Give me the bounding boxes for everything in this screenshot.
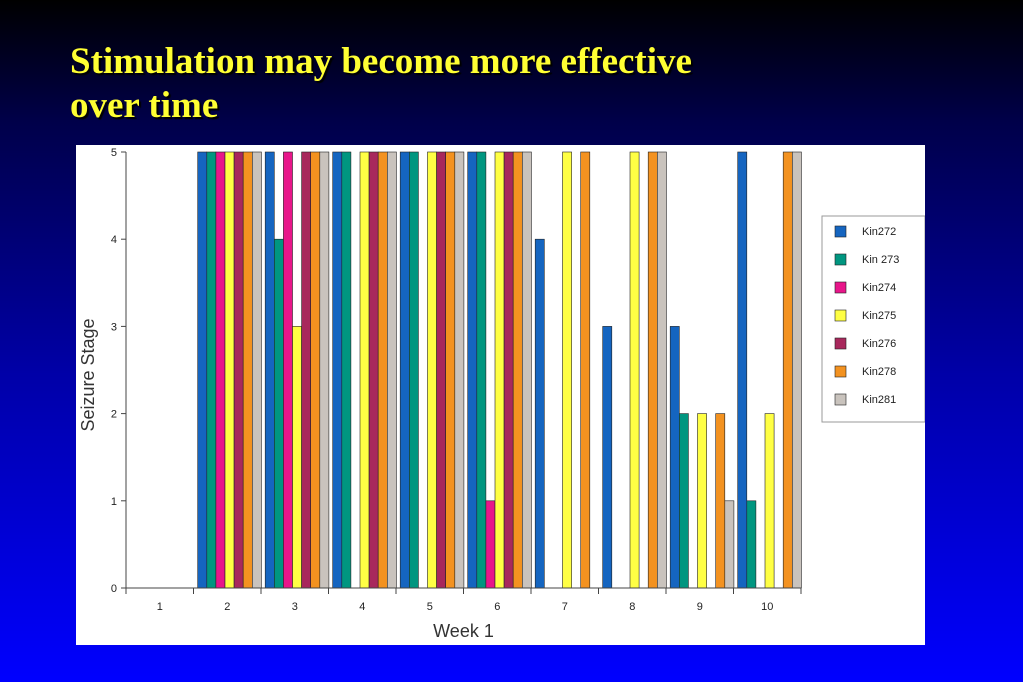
legend: Kin272 Kin 273 Kin274 Kin275 Kin276 Kin278 Kin… [821,215,925,423]
legend-label-kin274: Kin274 [862,282,896,294]
slide-title-line-1: Stimulation may become more effective [70,41,692,82]
bar-kin-273-week-6 [476,151,487,589]
legend-swatch-kin274 [834,281,847,294]
y-axis-label: Seizure Stage [78,318,98,431]
y-tick-label-1: 1 [111,496,117,508]
x-tick-label-2: 2 [224,601,230,613]
bar-kin281-week-10 [791,151,802,589]
bar-kin281-week-6 [521,151,532,589]
bar-kin272-week-6 [467,151,478,589]
bar-kin278-week-5 [445,151,456,589]
legend-label-kin278: Kin278 [862,366,896,378]
legend-swatch-kin272 [834,225,847,238]
legend-label-kin275: Kin275 [862,310,896,322]
x-tick-label-1: 1 [157,601,163,613]
x-tick-label-3: 3 [292,601,298,613]
bar-kin275-week-4 [359,151,370,589]
slide-title: Stimulation may become more effective ov… [70,40,890,128]
bar-kin272-week-2 [197,151,208,589]
bar-kin278-week-4 [377,151,388,589]
y-tick-label-3: 3 [111,321,117,333]
bar-kin278-week-8 [647,151,658,589]
bar-kin-273-week-4 [341,151,352,589]
bar-kin276-week-6 [503,151,514,589]
bar-kin274-week-2 [215,151,226,589]
legend-swatch-kin-273 [834,253,847,266]
bar-chart: 0 1 2 3 4 5 1 2 3 4 5 6 7 8 9 10 Week 1 Seizure Stage Kin… [78,147,925,641]
bar-kin-273-week-3 [274,238,284,589]
legend-label-kin281: Kin281 [862,394,896,406]
bar-kin275-week-5 [427,151,437,589]
bar-kin276-week-5 [436,151,447,589]
bar-kin-273-week-5 [408,151,419,589]
bar-kin281-week-8 [656,151,667,589]
legend-label-kin276: Kin276 [862,338,896,350]
bar-kin275-week-9 [697,413,707,589]
x-tick-label-6: 6 [494,601,500,613]
bar-kin275-week-3 [292,326,302,589]
legend-label-kin272: Kin272 [862,226,896,238]
x-axis-label: Week 1 [433,621,494,641]
bar-kin275-week-10 [764,413,775,589]
bar-kin272-week-4 [332,151,343,589]
bar-kin275-week-6 [494,151,505,589]
axes-layer: 0 1 2 3 4 5 1 2 3 4 5 6 7 8 9 10 Week 1 Seizure Stage [78,147,802,641]
bar-kin278-week-7 [580,151,591,589]
legend-label-kin-273: Kin 273 [862,254,899,266]
legend-swatch-kin275 [834,309,847,322]
bar-kin-273-week-9 [678,413,689,589]
legend-swatch-kin278 [834,365,847,378]
x-tick-label-4: 4 [359,601,365,613]
bar-kin278-week-10 [782,151,793,589]
legend-swatch-kin276 [834,337,847,350]
bar-kin272-week-7 [534,238,545,589]
bar-kin281-week-2 [252,151,262,589]
legend-swatch-kin281 [834,393,847,406]
bar-kin272-week-8 [602,326,613,589]
bar-kin281-week-4 [386,151,397,589]
x-tick-label-9: 9 [697,601,703,613]
bar-kin274-week-3 [283,151,293,589]
y-tick-label-2: 2 [111,409,117,421]
bar-kin278-week-6 [512,151,523,589]
bar-kin278-week-9 [715,413,726,589]
bar-kin272-week-9 [669,326,680,589]
bar-kin276-week-4 [368,151,379,589]
bar-kin276-week-2 [233,151,244,589]
bar-kin275-week-7 [562,151,572,589]
bar-kin278-week-3 [310,151,321,589]
bar-kin272-week-3 [264,151,275,589]
bar-kin275-week-2 [224,151,235,589]
bar-kin281-week-5 [454,151,465,589]
bar-kin274-week-6 [485,500,496,589]
y-tick-label-5: 5 [111,147,117,159]
x-tick-label-7: 7 [562,601,568,613]
x-tick-label-10: 10 [761,601,773,613]
x-tick-label-8: 8 [629,601,635,613]
bar-kin281-week-3 [319,151,330,589]
bars-layer [197,151,802,589]
y-tick-label-0: 0 [111,583,117,595]
y-tick-label-4: 4 [111,234,117,246]
bar-kin-273-week-10 [746,500,757,589]
chart-panel: 0 1 2 3 4 5 1 2 3 4 5 6 7 8 9 10 Week 1 Seizure Stage Kin… [76,145,925,645]
bar-kin276-week-3 [301,151,312,589]
x-tick-label-5: 5 [427,601,433,613]
bar-kin281-week-9 [724,500,735,589]
bar-kin272-week-10 [737,151,748,589]
slide-title-line-2: over time [70,85,219,126]
bar-kin275-week-8 [629,151,640,589]
bar-kin278-week-2 [242,151,253,589]
bar-kin272-week-5 [399,151,410,589]
bar-kin-273-week-2 [206,151,217,589]
